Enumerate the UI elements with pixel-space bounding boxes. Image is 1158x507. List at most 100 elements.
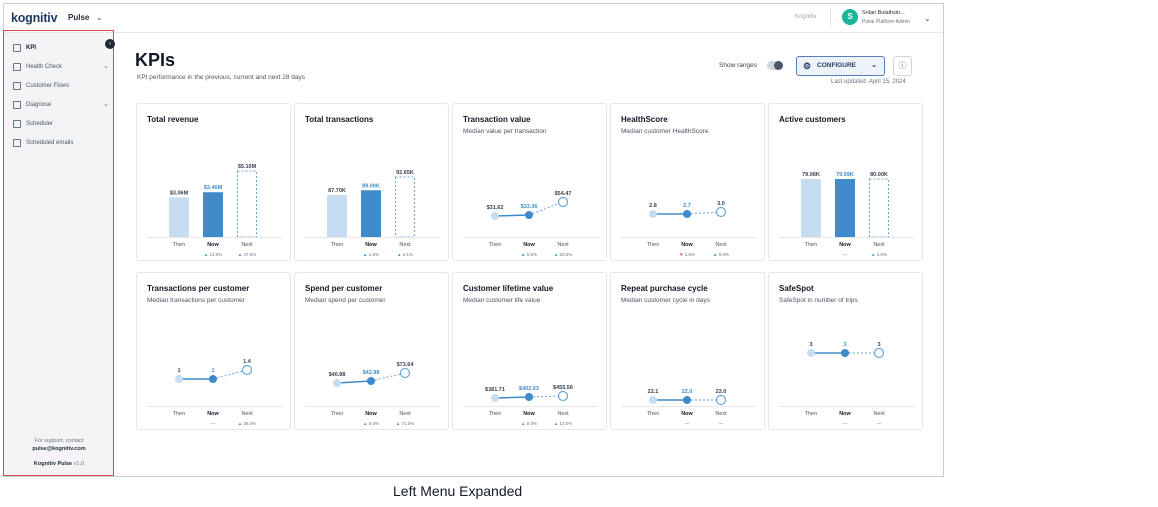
app-version: Kognitiv Pulse v1.0 [4, 461, 114, 467]
bar-then [327, 195, 347, 237]
sidebar-item-scheduled-emails[interactable]: Scheduled emails [11, 135, 111, 151]
change-indicator: — [685, 421, 690, 426]
period-label-next: Next [873, 242, 885, 248]
sidebar-item-label: Scheduled emails [26, 140, 74, 146]
period-label-then: Then [805, 242, 818, 248]
bar-value-label: 79.06K [802, 172, 820, 178]
period-label-then: Then [489, 411, 502, 417]
change-percent: 5.5% [525, 252, 537, 257]
period-label-now: Now [207, 411, 219, 417]
diagnose-icon [13, 101, 21, 109]
arrow-up-icon: ▲ [521, 421, 525, 426]
change-indicator: — [211, 421, 216, 426]
sidebar-item-scheduler[interactable]: Scheduler [11, 116, 111, 132]
card-title: Total transactions [305, 115, 374, 124]
image-caption: Left Menu Expanded [393, 483, 523, 499]
card-title: Customer lifetime value [463, 284, 554, 293]
kpi-chart: 79.06K 79.59K 80.00K Then Now — Next ▲ 1.0% [779, 172, 914, 257]
period-label-next: Next [241, 242, 253, 248]
kpi-card-total-transactions[interactable]: Total transactions 87.70K 89.00K 92.65K Then… [294, 103, 449, 261]
kpi-card-customer-lifetime-value[interactable]: Customer lifetime value Median customer l… [452, 272, 607, 430]
kpi-card-total-revenue[interactable]: Total revenue $3.06M $3.46M $5.10M Then Now ▲ … [136, 103, 291, 261]
configure-button[interactable]: ⚙ CONFIGURE ⌄ [796, 56, 885, 76]
highlight-outline [3, 30, 114, 476]
chevron-down-icon[interactable]: ⌄ [96, 13, 103, 22]
point-value-label: 22.0 [716, 389, 727, 395]
point-now [209, 375, 217, 383]
mail-icon [13, 139, 21, 147]
chevron-down-icon[interactable]: ⌄ [103, 63, 109, 70]
toggle-knob [774, 61, 783, 70]
kpi-card-healthscore[interactable]: HealthScore Median customer HealthScore 2.… [610, 103, 765, 261]
period-label-now: Now [681, 242, 693, 248]
user-name[interactable]: Srilan Bulathsin... [862, 10, 905, 16]
bar-value-label: 79.59K [836, 172, 854, 178]
point-value-label: $31.62 [487, 205, 504, 211]
point-now [683, 396, 691, 404]
card-title: Spend per customer [305, 284, 383, 293]
point-value-label: $54.47 [555, 191, 572, 197]
version-name: Kognitiv Pulse [33, 461, 73, 467]
period-label-now: Now [365, 411, 377, 417]
period-label-now: Now [681, 411, 693, 417]
change-indicator: — [877, 421, 882, 426]
kognitiv-logo[interactable]: kognitiv [11, 11, 58, 25]
change-percent: 5.0% [525, 421, 537, 426]
card-subtitle: Median customer life value [463, 297, 541, 304]
page-title: KPIs [135, 50, 176, 70]
period-label-then: Then [173, 411, 186, 417]
support-info: For support, contact pulse@kognitiv.com [4, 437, 114, 453]
change-percent: 1.6% [683, 252, 695, 257]
product-switcher[interactable]: Pulse [68, 13, 90, 22]
avatar[interactable]: S [842, 9, 858, 25]
bar-value-label: $3.46M [204, 185, 223, 191]
card-title: Active customers [779, 115, 846, 124]
card-subtitle: Median customer HealthScore [621, 128, 709, 135]
point-next [557, 390, 569, 402]
point-value-label: 2.8 [649, 203, 657, 209]
collapse-sidebar-icon[interactable]: ‹ [105, 39, 115, 49]
sidebar-item-label: Customer Flows [26, 83, 70, 89]
period-label-next: Next [241, 411, 253, 417]
bar-value-label: $5.10M [238, 164, 257, 170]
sidebar-item-kpi[interactable]: KPI [11, 40, 111, 56]
kpi-chart: 22.1 22.0 22.0 Then Now — Next — [621, 389, 756, 426]
arrow-up-icon: ▲ [363, 252, 367, 257]
kpi-card-repeat-purchase-cycle[interactable]: Repeat purchase cycle Median customer cyc… [610, 272, 765, 430]
kpi-card-spend-per-customer[interactable]: Spend per customer Median spend per custo… [294, 272, 449, 430]
trend-line-projection [686, 211, 722, 215]
info-button[interactable]: ⓘ [893, 56, 912, 76]
change-percent: 9.0% [717, 252, 729, 257]
user-menu-chevron-icon[interactable]: ⌄ [924, 14, 931, 23]
point-value-label: $33.36 [521, 204, 538, 210]
change-indicator: ▲ 5.0% [521, 421, 537, 426]
arrow-up-icon: ▲ [204, 252, 208, 257]
sidebar-item-diagnose[interactable]: Diagnose ⌄ [11, 97, 111, 113]
point-value-label: 1 [211, 368, 214, 374]
point-next [715, 394, 727, 406]
kpi-card-transactions-per-customer[interactable]: Transactions per customer Median transact… [136, 272, 291, 430]
flows-icon [13, 82, 21, 90]
kpi-card-active-customers[interactable]: Active customers 79.06K 79.59K 80.00K Then No… [768, 103, 923, 261]
support-email-link[interactable]: pulse@kognitiv.com [32, 446, 86, 452]
health-icon [13, 63, 21, 71]
point-next [715, 206, 727, 218]
card-subtitle: Median customer cycle in days [621, 297, 710, 304]
chevron-down-icon[interactable]: ⌄ [103, 101, 109, 108]
card-subtitle: Median spend per customer [305, 297, 386, 304]
change-indicator: ▲ 13.0% [204, 252, 222, 257]
show-ranges-toggle[interactable] [767, 61, 783, 70]
kpi-card-transaction-value[interactable]: Transaction value Median value per transa… [452, 103, 607, 261]
sidebar-item-customer-flows[interactable]: Customer Flows [11, 78, 111, 94]
period-label-then: Then [331, 242, 344, 248]
period-label-now: Now [365, 242, 377, 248]
kpi-chart: $3.06M $3.46M $5.10M Then Now ▲ 13.0% Next ▲ 47… [147, 164, 282, 257]
point-value-label: 2.7 [683, 203, 691, 209]
arrow-up-icon: ▲ [363, 421, 367, 426]
bar-value-label: 87.70K [328, 188, 346, 194]
kpi-card-safespot[interactable]: SafeSpot SafeSpot in number of trips 3 3 3 Th… [768, 272, 923, 430]
sidebar-item-health-check[interactable]: Health Check ⌄ [11, 59, 111, 75]
bar-value-label: 80.00K [870, 172, 888, 178]
org-name: Kognitiv [795, 14, 817, 20]
arrow-up-icon: ▲ [554, 252, 558, 257]
